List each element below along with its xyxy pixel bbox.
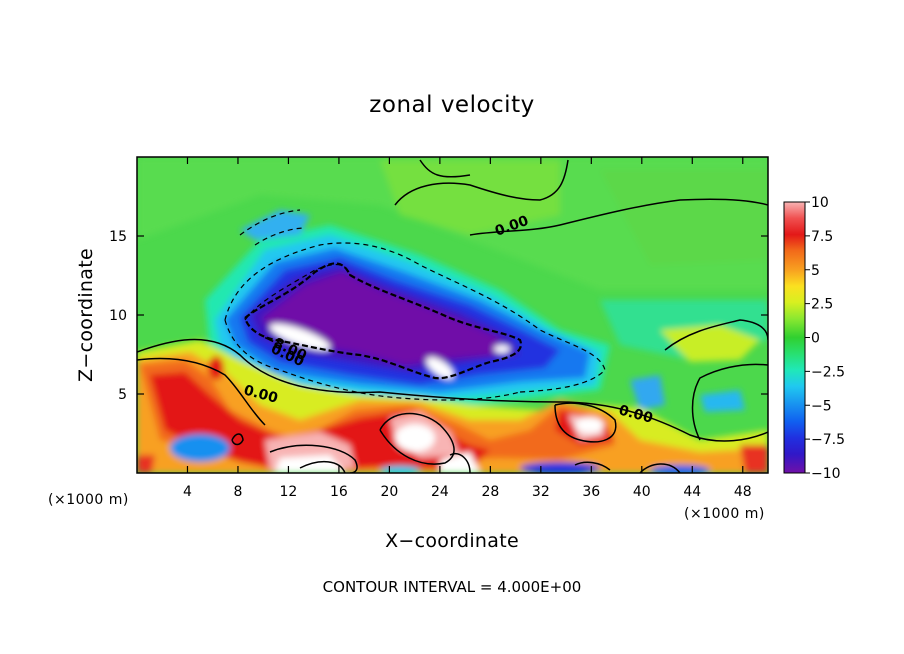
y-tick-label: 10 (109, 308, 127, 324)
x-unit-right: (×1000 m) (684, 506, 765, 522)
x-tick-label: 48 (734, 484, 752, 500)
y-axis-ticks: 5 10 15 (109, 229, 768, 403)
colorbar-tick-label: 7.5 (811, 229, 833, 245)
x-axis-label: X−coordinate (385, 530, 519, 552)
colorbar-tick-label: −10 (811, 466, 841, 482)
x-tick-label: 44 (683, 484, 701, 500)
x-tick-label: 36 (582, 484, 600, 500)
y-tick-label: 5 (118, 387, 127, 403)
x-tick-label: 4 (183, 484, 192, 500)
colorbar-scale (783, 201, 806, 474)
colorbar-tick-label: 2.5 (811, 297, 833, 313)
x-tick-label: 40 (633, 484, 651, 500)
contour-interval-note: CONTOUR INTERVAL = 4.000E+00 (323, 578, 582, 596)
filled-field (137, 157, 768, 473)
x-axis-ticks: 4 8 12 16 20 24 28 32 36 40 44 48 (183, 157, 752, 500)
contour-lines (137, 159, 768, 473)
x-tick-label: 20 (380, 484, 398, 500)
colorbar-ticks: 10 7.5 5 2.5 0 −2.5 −5 −7.5 −10 (805, 195, 845, 482)
y-tick-label: 15 (109, 229, 127, 245)
x-tick-label: 32 (532, 484, 550, 500)
x-tick-label: 8 (233, 484, 242, 500)
colorbar-tick-label: 0 (811, 331, 820, 347)
y-axis-label: Z−coordinate (75, 248, 97, 382)
colorbar: 10 7.5 5 2.5 0 −2.5 −5 −7.5 −10 (783, 195, 845, 482)
x-tick-label: 24 (431, 484, 449, 500)
colorbar-tick-label: −7.5 (811, 432, 845, 448)
plot-area: 0.00 0.00 0.00 −8.00 0.00 (137, 157, 768, 473)
x-unit-left: (×1000 m) (48, 492, 129, 508)
chart-title: zonal velocity (369, 92, 534, 118)
colorbar-tick-label: 5 (811, 263, 820, 279)
x-tick-label: 12 (280, 484, 298, 500)
neg8-contour (243, 262, 523, 380)
x-tick-label: 28 (481, 484, 499, 500)
x-tick-label: 16 (330, 484, 348, 500)
colorbar-tick-label: 10 (811, 195, 829, 211)
colorbar-tick-label: −5 (811, 398, 832, 414)
dashed-contours (224, 209, 606, 401)
colorbar-tick-label: −2.5 (811, 364, 845, 380)
